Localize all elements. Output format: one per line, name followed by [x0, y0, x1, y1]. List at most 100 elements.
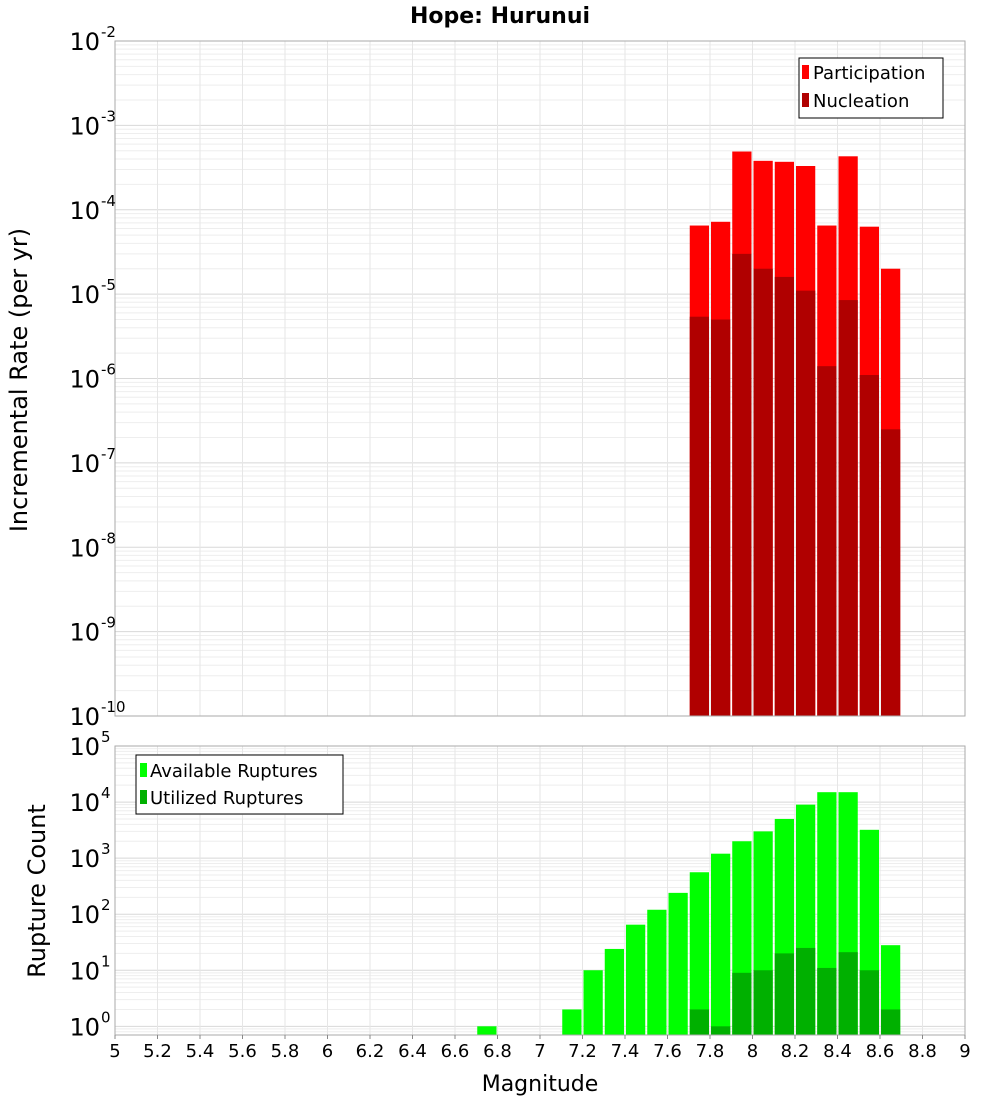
top-y-tick-label: 10: [69, 28, 100, 56]
bottom-bar-available-ruptures: [668, 892, 688, 1035]
bottom-x-ticks: 5 5.2 5.4 5.6 5.8 6 6.2 6.4 6.6 6.8 7 7.2 7.4 7.6 7.8 8…: [109, 1035, 971, 1062]
x-tick-label: 8.2: [781, 1041, 810, 1062]
x-tick-label: 6.2: [356, 1041, 385, 1062]
top-bars: [689, 151, 901, 717]
top-y-tick-label: 10: [69, 619, 100, 647]
legend-swatch-participation: [802, 65, 809, 79]
bottom-y-tick-label: 10: [69, 901, 100, 929]
bottom-bar-utilized-ruptures: [838, 952, 858, 1035]
top-y-tick-exponent: -7: [101, 445, 116, 463]
x-tick-label: 5.8: [271, 1041, 300, 1062]
x-tick-label: 7.4: [611, 1041, 640, 1062]
x-tick-label: 8.6: [866, 1041, 895, 1062]
x-tick-label: 5.6: [228, 1041, 257, 1062]
top-bar-nucleation: [753, 268, 773, 716]
top-y-tick-label: 10: [69, 281, 100, 309]
top-y-tick-label: 10: [69, 703, 100, 731]
bottom-bar-utilized-ruptures: [753, 970, 773, 1035]
bottom-legend-box: [135, 754, 344, 815]
x-axis-label: Magnitude: [482, 1072, 599, 1097]
bottom-bar-available-ruptures: [689, 872, 709, 1035]
x-tick-label: 8.8: [908, 1041, 937, 1062]
top-bar-nucleation: [817, 366, 837, 716]
x-tick-label: 9: [959, 1041, 970, 1062]
bottom-bar-available-ruptures: [647, 909, 667, 1035]
top-y-tick-exponent: -8: [101, 529, 116, 547]
top-y-tick-label: 10: [69, 534, 100, 562]
bottom-y-axis-label: Rupture Count: [23, 804, 51, 978]
top-plot-frame: [114, 40, 966, 717]
bottom-bar-available-ruptures: [626, 924, 646, 1035]
bottom-y-tick-exponent: 2: [101, 896, 111, 914]
bottom-bar-utilized-ruptures: [689, 1009, 709, 1035]
bottom-y-tick-exponent: 5: [101, 728, 111, 746]
top-y-axis-label: Incremental Rate (per yr): [5, 228, 33, 532]
legend-swatch-available-ruptures: [140, 763, 147, 777]
x-tick-label: 7.8: [696, 1041, 725, 1062]
bottom-bar-utilized-ruptures: [732, 972, 752, 1035]
top-y-tick-exponent: -5: [101, 276, 116, 294]
top-legend: Participation Nucleation: [798, 57, 944, 119]
x-tick-label: 5: [109, 1041, 120, 1062]
chart-title: Hope: Hurunui: [410, 4, 590, 29]
top-bar-nucleation: [774, 276, 794, 716]
bottom-legend: Available Ruptures Utilized Ruptures: [135, 754, 344, 815]
top-y-tick-label: 10: [69, 450, 100, 478]
bottom-y-tick-label: 10: [69, 789, 100, 817]
top-bar-nucleation: [838, 300, 858, 716]
top-y-tick-exponent: -10: [101, 698, 126, 716]
x-tick-label: 6.4: [398, 1041, 427, 1062]
bottom-bar-utilized-ruptures: [881, 1009, 901, 1035]
x-tick-label: 5.4: [186, 1041, 215, 1062]
x-tick-label: 6.8: [483, 1041, 512, 1062]
bottom-bar-available-ruptures: [477, 1026, 497, 1035]
bottom-y-tick-exponent: 4: [101, 784, 111, 802]
x-tick-label: 5.2: [143, 1041, 172, 1062]
top-y-tick-exponent: -9: [101, 614, 116, 632]
bottom-y-tick-exponent: 0: [101, 1008, 111, 1026]
x-tick-label: 7: [534, 1041, 545, 1062]
top-y-tick-exponent: -3: [101, 107, 116, 125]
bottom-bar-available-ruptures: [604, 948, 624, 1035]
top-y-tick-exponent: -4: [101, 192, 116, 210]
bottom-bar-utilized-ruptures: [817, 967, 837, 1035]
top-bar-nucleation: [796, 290, 816, 716]
bottom-y-tick-label: 10: [69, 733, 100, 761]
top-y-tick-label: 10: [69, 197, 100, 225]
bottom-y-tick-exponent: 3: [101, 840, 111, 858]
bottom-bar-utilized-ruptures: [796, 947, 816, 1035]
top-bar-nucleation: [881, 429, 901, 716]
legend-swatch-nucleation: [802, 93, 809, 107]
legend-label-available-ruptures: Available Ruptures: [150, 761, 318, 782]
legend-label-nucleation: Nucleation: [813, 91, 909, 112]
top-y-tick-label: 10: [69, 366, 100, 394]
top-bar-nucleation: [711, 319, 731, 716]
top-legend-box: [798, 57, 944, 119]
bottom-y-tick-label: 10: [69, 845, 100, 873]
bottom-bar-available-ruptures: [562, 1009, 582, 1035]
bottom-y-tick-label: 10: [69, 957, 100, 985]
bottom-bar-available-ruptures: [583, 970, 603, 1035]
bottom-y-tick-label: 10: [69, 1013, 100, 1041]
bottom-bar-utilized-ruptures: [711, 1026, 731, 1035]
bottom-bar-utilized-ruptures: [774, 953, 794, 1035]
legend-label-utilized-ruptures: Utilized Ruptures: [150, 788, 303, 809]
top-gridlines: [114, 41, 966, 717]
x-tick-label: 6: [322, 1041, 333, 1062]
bottom-bar-utilized-ruptures: [859, 970, 879, 1035]
top-y-tick-label: 10: [69, 112, 100, 140]
x-tick-label: 8: [747, 1041, 758, 1062]
bottom-bar-available-ruptures: [711, 853, 731, 1035]
x-tick-label: 8.4: [823, 1041, 852, 1062]
x-tick-label: 6.6: [441, 1041, 470, 1062]
top-bar-nucleation: [732, 253, 752, 716]
top-bar-nucleation: [859, 375, 879, 716]
top-bar-nucleation: [689, 316, 709, 716]
legend-label-participation: Participation: [813, 63, 925, 84]
legend-swatch-utilized-ruptures: [140, 790, 147, 804]
